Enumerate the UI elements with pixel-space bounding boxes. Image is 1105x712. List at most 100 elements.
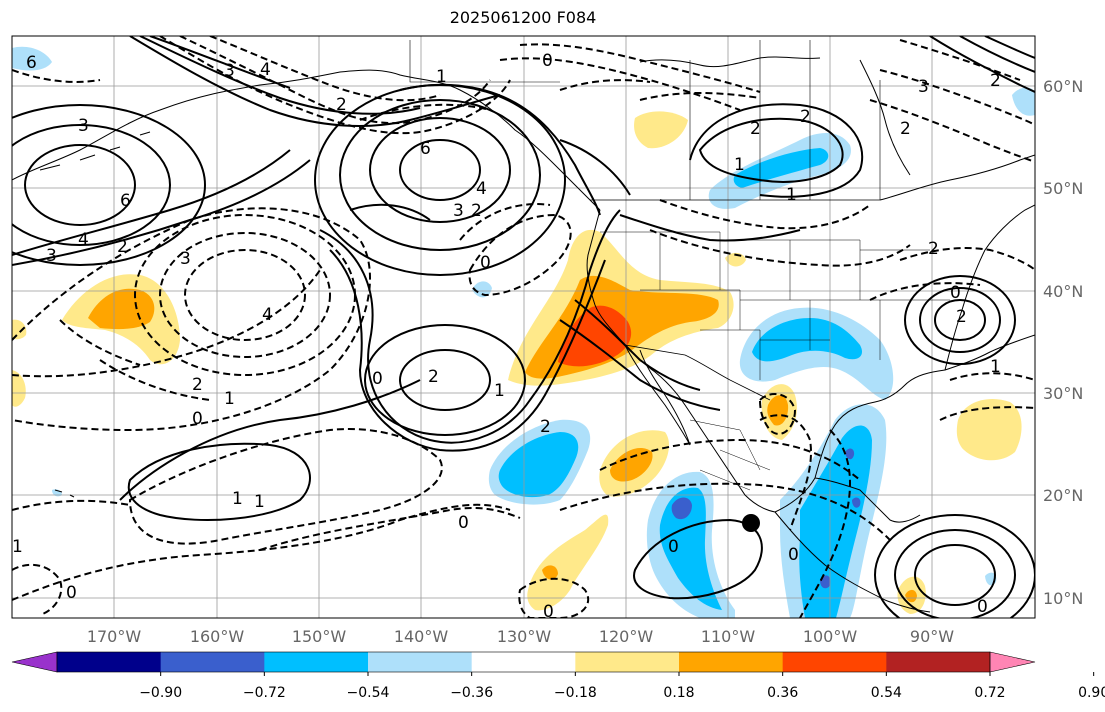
shade-blue-mexico	[659, 487, 722, 610]
pos-contour-mid-hill	[349, 203, 431, 221]
clabel: 0	[788, 545, 799, 565]
neg-contour-gulf-2	[559, 482, 891, 541]
clabel: 6	[120, 191, 131, 211]
neg-contour-east-2	[869, 282, 981, 301]
neg-contour-sw-2	[12, 503, 511, 601]
colorbar-tick-label: 0.72	[974, 685, 1005, 701]
pos-contour-high-c-1	[399, 139, 481, 201]
neg-contour-ne-pacific-2	[159, 232, 331, 358]
colorbar: −0.90 −0.72 −0.54 −0.36 −0.18 0.18 0.36 0.54 0.7…	[11, 651, 1105, 701]
lat-label: 40°N	[1043, 282, 1083, 301]
colorbar-segment	[886, 652, 991, 672]
clabel: 1	[232, 489, 243, 509]
neg-contour-ne-pacific-5	[12, 269, 321, 378]
shade-blue-baja	[498, 432, 579, 498]
colorbar-tick-label: 0.18	[663, 685, 694, 701]
clabel: 0	[950, 283, 961, 303]
colorbar-tick-label: −0.90	[139, 685, 182, 701]
colorbar-segment	[471, 652, 576, 672]
pos-contour-alaska-2	[139, 36, 421, 115]
neg-contour-texas	[758, 393, 797, 435]
shade-orange-texas	[767, 395, 789, 426]
clabel: 1	[224, 389, 235, 409]
shade-royal-gulf2	[852, 497, 861, 508]
coast-baja	[624, 344, 691, 446]
pos-contour-alaska-1	[129, 36, 501, 127]
colorbar-tick-label: −0.36	[450, 685, 493, 701]
clabel: 1	[254, 492, 265, 512]
lon-label: 160°W	[190, 627, 245, 646]
shade-yellow-southeast	[956, 399, 1022, 461]
clabel: 1	[436, 67, 447, 87]
pos-contour-nw-bc-1	[559, 139, 631, 196]
pos-contour-ne-2	[959, 36, 1035, 73]
pos-contour-alaska-3	[149, 36, 291, 89]
map-area: 6 3 6 4 3 2 6 4 3 2 2 1 0 2 1 0 2 0 2 1 …	[12, 36, 1035, 618]
clabel: 2	[192, 375, 203, 395]
clabel: 0	[977, 597, 988, 617]
neg-contour-bc-1	[519, 43, 761, 93]
pos-contour-high-nw-5	[12, 159, 311, 266]
neg-contour-sw-1	[128, 428, 443, 545]
clabel: 0	[542, 51, 553, 71]
lon-label: 130°W	[497, 627, 552, 646]
neg-contour-mid-1	[359, 103, 491, 121]
neg-contour-sw-3	[259, 507, 521, 551]
pos-contour-ca-2	[559, 319, 721, 411]
neg-contour-sw-5	[99, 359, 211, 401]
clabel: 0	[66, 583, 77, 603]
clabel: 4	[476, 179, 487, 199]
neg-contour-south-1	[518, 577, 590, 618]
map-frame	[11, 35, 1036, 619]
clabel: 4	[260, 60, 271, 80]
clabel: 1	[494, 381, 505, 401]
clabel: 1	[734, 155, 745, 175]
shade-redorange-west-us	[558, 305, 632, 367]
colorbar-segment	[368, 652, 473, 672]
lat-label: 30°N	[1043, 384, 1083, 403]
neg-contour-se	[949, 372, 1035, 381]
pos-contour-ne-1	[929, 36, 1035, 93]
pos-contour-high-nw-2	[12, 124, 171, 246]
shade-royal-gulf1	[845, 448, 855, 460]
colorbar-tick-label: 0.36	[767, 685, 798, 701]
pos-contour-ne-3	[984, 36, 1035, 59]
clabel: 2	[928, 239, 939, 259]
pos-contour-high-c-2	[369, 117, 511, 223]
pos-contour-east-low-2	[919, 287, 1001, 353]
neg-contour-east-1	[899, 247, 1035, 271]
colorbar-extend-low	[11, 651, 58, 673]
shade-lightblue-leftcorner	[12, 46, 52, 71]
shade-yellow-bc	[634, 111, 688, 149]
clabel: 6	[26, 53, 37, 73]
lon-label: 170°W	[87, 627, 142, 646]
clabel: 3	[453, 201, 464, 221]
clabel: 2	[750, 119, 761, 139]
clabel: 2	[900, 119, 911, 139]
colorbar-segment	[782, 652, 887, 672]
lon-label: 90°W	[910, 627, 954, 646]
shade-yellow-left1	[12, 319, 27, 340]
coast-canada-east	[879, 154, 1035, 201]
colorbar-segment	[575, 652, 680, 672]
clabel: 3	[46, 246, 57, 266]
lat-label: 20°N	[1043, 486, 1083, 505]
clabel: 3	[224, 61, 235, 81]
shade-orange-bottomright	[905, 589, 917, 603]
lat-label: 50°N	[1043, 179, 1083, 198]
clabel: 3	[78, 116, 89, 136]
positive-contours	[12, 36, 1035, 618]
neg-contour-central-2	[459, 203, 551, 241]
lon-label: 100°W	[803, 627, 858, 646]
shade-orange-mex	[610, 448, 653, 482]
lon-labels: 170°W 160°W 150°W 140°W 130°W 120°W 110°…	[87, 627, 954, 646]
colorbar-segment	[264, 652, 369, 672]
colorbar-frame	[56, 651, 991, 673]
pos-contour-se-low-2	[894, 529, 1016, 618]
coast-hawaii	[54, 489, 75, 498]
clabel: 4	[78, 230, 89, 250]
clabel: 0	[480, 253, 491, 273]
shade-blue-plains	[752, 318, 863, 362]
neg-contour-gulf-1	[599, 438, 861, 481]
clabel: 1	[786, 185, 797, 205]
